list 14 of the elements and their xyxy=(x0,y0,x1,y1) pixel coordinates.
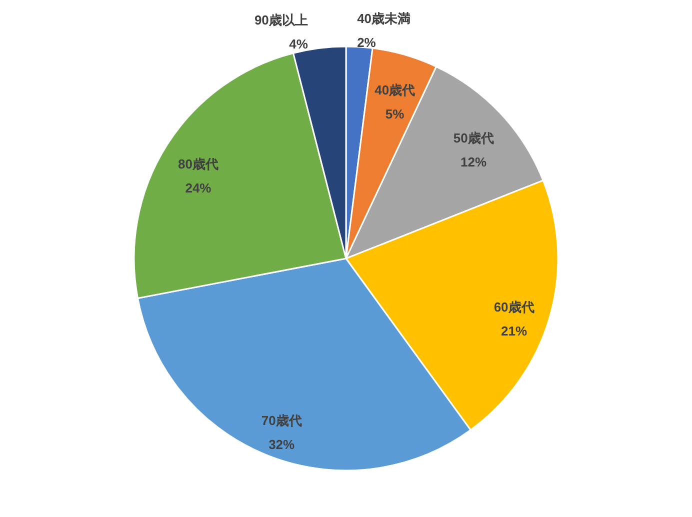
data-label: 32% xyxy=(268,437,296,452)
data-label: 21% xyxy=(501,323,528,338)
data-label: 5% xyxy=(385,106,405,122)
data-label: 12% xyxy=(460,154,488,170)
slice-label: 40歳代 xyxy=(374,82,416,98)
slice-label: 90歳以上 xyxy=(254,12,308,28)
slice-label: 60歳代 xyxy=(494,299,534,314)
data-label: 4% xyxy=(289,36,308,52)
slice-label: 50歳代 xyxy=(453,130,494,146)
data-label: 2% xyxy=(357,34,376,50)
slice-label: 40歳未満 xyxy=(357,10,411,26)
slice-label: 70歳代 xyxy=(261,413,302,428)
data-label: 24% xyxy=(185,180,212,196)
slice-label: 80歳代 xyxy=(178,156,218,172)
